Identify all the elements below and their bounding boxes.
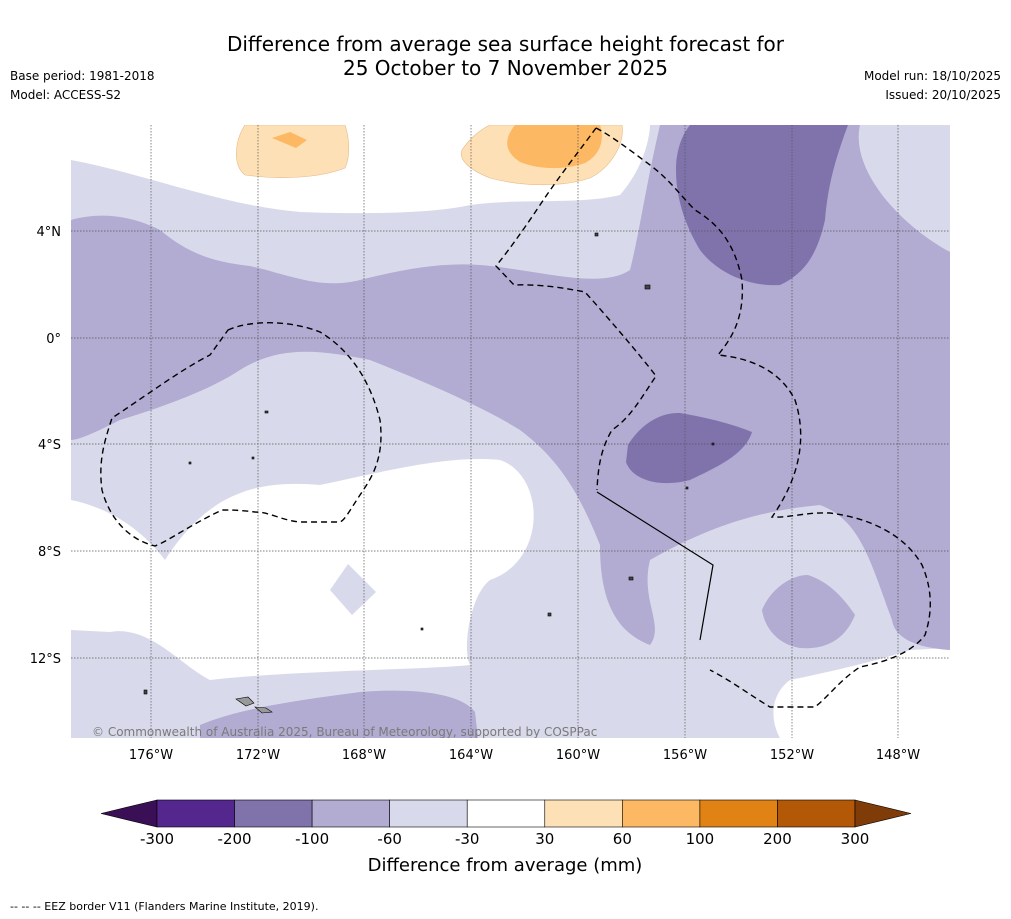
anomaly-region-dark-purple-center <box>626 412 752 484</box>
island <box>264 410 269 414</box>
base-period: Base period: 1981-2018 <box>10 69 155 83</box>
colorbar-ticks: -300 -200 -100 -60 -30 30 60 100 200 300 <box>140 830 869 848</box>
colorbar-segment <box>544 799 623 828</box>
lon-label-160w: 160°W <box>556 748 600 763</box>
islands <box>143 232 715 714</box>
anomaly-region-peach-nw <box>236 125 350 178</box>
longitude-labels: 176°W 172°W 168°W 164°W 160°W 156°W 152°… <box>129 748 920 763</box>
lat-label-4s: 4°S <box>38 438 61 453</box>
eez-footnote: -- -- -- EEZ border V11 (Flanders Marine… <box>10 900 319 913</box>
colorbar-tick-label: -300 <box>140 830 174 848</box>
samoa-island <box>235 696 255 707</box>
colorbar <box>100 799 912 828</box>
colorbar-segment <box>777 799 856 828</box>
colorbar-segment <box>466 799 546 828</box>
island <box>594 232 599 237</box>
island <box>547 612 552 617</box>
island <box>628 576 634 581</box>
island <box>420 627 424 631</box>
colorbar-segment <box>234 799 313 828</box>
latitude-labels: 4°N 0° 4°S 8°S 12°S <box>30 225 61 667</box>
colorbar-tick-label: 100 <box>686 830 715 848</box>
colorbar-segment <box>389 799 468 828</box>
eez-border-solid-segment <box>596 491 714 641</box>
island <box>251 456 255 460</box>
lat-label-4n: 4°N <box>37 225 62 240</box>
lon-label-172w: 172°W <box>236 748 280 763</box>
anomaly-region-orange-n <box>507 125 602 169</box>
anomaly-region-diamond <box>330 564 376 615</box>
model-run: Model run: 18/10/2025 <box>863 69 1001 83</box>
colorbar-tick-label: -30 <box>455 830 480 848</box>
eez-border-west <box>100 322 382 547</box>
lat-label-0: 0° <box>46 332 61 347</box>
colorbar-tick-label: 30 <box>535 830 554 848</box>
island <box>644 284 651 290</box>
lat-label-8s: 8°S <box>38 545 61 560</box>
colorbar-tick-label: 300 <box>841 830 870 848</box>
colorbar-segment <box>622 799 701 828</box>
island <box>711 442 715 446</box>
colorbar-extend-high <box>854 799 912 828</box>
lon-label-168w: 168°W <box>342 748 386 763</box>
meta-right: Model run: 18/10/2025 Issued: 20/10/2025 <box>864 67 1001 105</box>
title-line-1: Difference from average sea surface heig… <box>226 32 785 56</box>
colorbar-segment <box>699 799 778 828</box>
meta-left: Base period: 1981-2018 Model: ACCESS-S2 <box>10 67 155 105</box>
lon-label-148w: 148°W <box>876 748 920 763</box>
anomaly-region-orange-nw <box>272 132 307 148</box>
colorbar-segment <box>156 799 235 828</box>
map-area: © Commonwealth of Australia 2025, Bureau… <box>71 125 950 739</box>
map-figure: © Commonwealth of Australia 2025, Bureau… <box>30 125 950 876</box>
chart-title: Difference from average sea surface heig… <box>0 32 1011 80</box>
lat-label-12s: 12°S <box>30 652 61 667</box>
copyright-notice: © Commonwealth of Australia 2025, Bureau… <box>92 725 597 739</box>
colorbar-segment <box>311 799 390 828</box>
eez-border-east <box>595 127 931 708</box>
island <box>188 461 192 465</box>
graticule <box>71 125 950 738</box>
anomaly-region-white-right <box>773 648 950 738</box>
eez-borders <box>100 127 931 708</box>
model-name: Model: ACCESS-S2 <box>10 88 122 102</box>
anomaly-region-medium-purple-se <box>762 575 855 649</box>
title-line-2: 25 October to 7 November 2025 <box>342 56 669 80</box>
island <box>685 486 689 490</box>
lon-label-152w: 152°W <box>770 748 814 763</box>
anomaly-region-medium-purple-sw <box>200 690 478 738</box>
colorbar-label: Difference from average (mm) <box>368 855 643 876</box>
anomaly-region-white-south <box>71 459 534 680</box>
lon-label-164w: 164°W <box>449 748 493 763</box>
colorbar-extend-low <box>100 799 158 828</box>
lon-label-156w: 156°W <box>663 748 707 763</box>
colorbar-tick-label: -200 <box>218 830 252 848</box>
eez-border-central <box>495 127 657 491</box>
colorbar-tick-label: 200 <box>763 830 792 848</box>
anomaly-region-dark-purple-ne <box>676 125 848 286</box>
lon-label-176w: 176°W <box>129 748 173 763</box>
issued-date: Issued: 20/10/2025 <box>885 88 1001 102</box>
samoa-island <box>254 706 273 714</box>
colorbar-tick-label: -100 <box>295 830 329 848</box>
island <box>143 689 148 695</box>
colorbar-tick-label: -60 <box>377 830 402 848</box>
colorbar-tick-label: 60 <box>613 830 632 848</box>
